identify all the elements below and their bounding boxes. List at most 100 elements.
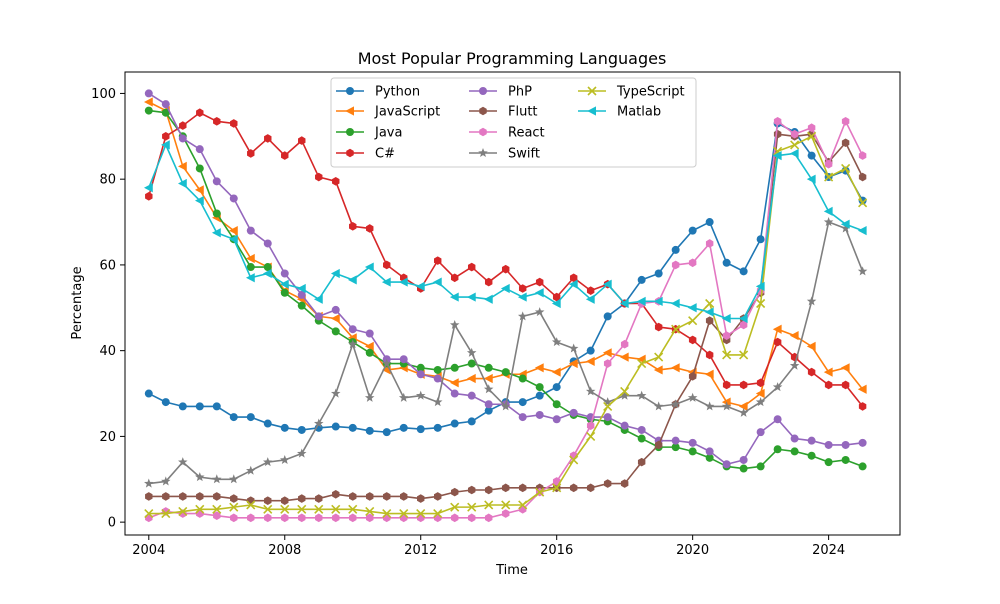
- legend-swatch-marker: [346, 148, 354, 158]
- data-point-react: [705, 239, 714, 248]
- data-point-typescript: [518, 500, 528, 510]
- legend-swatch-marker: [478, 148, 488, 158]
- data-point-typescript: [705, 298, 715, 309]
- data-point-php: [739, 455, 748, 464]
- data-point-php: [144, 89, 153, 98]
- y-tick-label: 80: [99, 173, 116, 188]
- data-point-python: [178, 402, 187, 411]
- data-point-swift: [432, 397, 443, 407]
- data-point-python: [399, 423, 408, 432]
- data-point-javascript: [245, 253, 255, 264]
- data-point-java: [807, 451, 816, 460]
- data-point-matlab: [194, 196, 204, 206]
- data-point-flutt: [264, 496, 272, 505]
- x-tick-label: 2004: [132, 543, 165, 558]
- data-point-typescript: [246, 500, 256, 510]
- data-point-typescript: [841, 163, 851, 174]
- legend-label: JavaScript: [374, 105, 440, 120]
- data-point-typescript: [739, 350, 749, 360]
- data-point-react: [586, 421, 595, 430]
- data-point-java: [824, 458, 833, 467]
- data-point-react: [688, 258, 697, 268]
- legend-item-swift: Swift: [469, 147, 540, 162]
- series-swift: [144, 217, 868, 488]
- data-point-typescript: [467, 502, 477, 512]
- data-point-matlab: [415, 281, 425, 291]
- data-point-react: [332, 513, 340, 523]
- data-point-python: [246, 413, 255, 422]
- data-point-matlab: [160, 140, 170, 150]
- data-point-javascript: [551, 367, 561, 377]
- data-point-swift: [347, 339, 358, 349]
- data-point-python: [705, 218, 714, 227]
- data-point-python: [671, 245, 680, 254]
- data-point-java: [518, 374, 527, 383]
- data-point-php: [161, 100, 170, 109]
- x-tick-label: 2008: [268, 543, 301, 558]
- data-point-flutt: [383, 492, 391, 501]
- data-point-c: [366, 224, 374, 233]
- data-point-java: [535, 383, 544, 392]
- data-point-java: [501, 368, 510, 377]
- data-point-typescript: [654, 352, 664, 362]
- data-point-python: [756, 235, 765, 244]
- data-point-typescript: [280, 504, 290, 514]
- data-point-java: [637, 434, 646, 443]
- data-point-c: [705, 350, 714, 360]
- data-point-javascript: [789, 331, 799, 341]
- data-point-php: [671, 436, 680, 445]
- data-point-java: [688, 447, 697, 456]
- data-point-swift: [738, 407, 749, 417]
- data-point-swift: [161, 476, 171, 486]
- data-point-react: [484, 513, 493, 523]
- data-point-swift: [483, 384, 494, 394]
- data-point-typescript: [637, 358, 647, 369]
- data-point-php: [773, 415, 782, 424]
- data-point-react: [841, 117, 850, 126]
- data-point-javascript: [840, 363, 850, 373]
- data-point-flutt: [196, 492, 204, 501]
- data-point-typescript: [790, 140, 800, 150]
- data-point-php: [365, 329, 374, 338]
- data-point-swift: [263, 457, 273, 467]
- data-point-matlab: [619, 298, 629, 309]
- data-point-flutt: [654, 440, 663, 450]
- data-point-react: [807, 123, 816, 133]
- data-point-php: [790, 434, 799, 443]
- data-point-react: [349, 513, 357, 523]
- data-point-swift: [619, 390, 630, 400]
- data-point-c: [756, 378, 765, 388]
- x-tick-label: 2020: [676, 543, 709, 558]
- data-point-typescript: [382, 508, 392, 519]
- data-point-c: [450, 273, 459, 283]
- data-point-typescript: [688, 316, 698, 326]
- data-point-matlab: [296, 283, 306, 294]
- data-point-javascript: [857, 384, 867, 394]
- data-point-swift: [297, 448, 307, 458]
- data-point-matlab: [806, 174, 816, 184]
- data-point-flutt: [230, 494, 238, 503]
- data-point-swift: [246, 465, 256, 475]
- data-point-typescript: [569, 455, 579, 465]
- y-tick-label: 20: [99, 430, 116, 445]
- data-point-python: [722, 258, 731, 267]
- data-point-javascript: [228, 226, 238, 236]
- data-point-flutt: [400, 492, 408, 501]
- data-point-matlab: [517, 292, 527, 302]
- y-tick-label: 0: [108, 516, 116, 531]
- data-point-matlab: [364, 262, 374, 272]
- data-point-swift: [857, 266, 868, 276]
- data-point-flutt: [281, 496, 289, 505]
- data-point-flutt: [332, 489, 340, 499]
- data-point-c: [552, 292, 561, 302]
- data-point-php: [331, 305, 340, 314]
- data-point-react: [298, 513, 306, 523]
- data-point-java: [773, 445, 782, 454]
- data-point-c: [213, 117, 221, 126]
- data-point-c: [383, 260, 391, 270]
- legend-item-matlab: Matlab: [578, 105, 661, 120]
- data-point-python: [365, 426, 374, 435]
- data-point-php: [722, 460, 731, 469]
- data-point-matlab: [823, 206, 833, 216]
- legend-item-php: PhP: [469, 85, 532, 100]
